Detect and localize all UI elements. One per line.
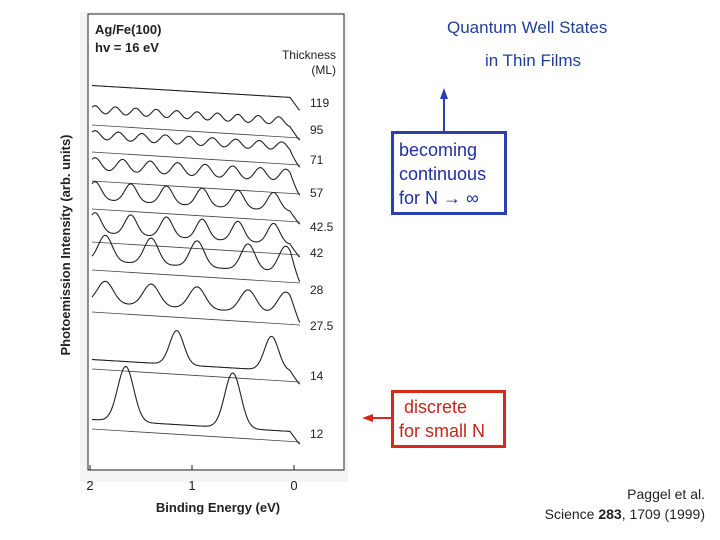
spectrum-curve — [91, 105, 301, 141]
spectrum-curve — [91, 157, 301, 196]
up-arrow-head — [440, 88, 448, 99]
discrete-callout: discrete for small N — [391, 390, 506, 448]
spectrum-curve — [91, 84, 301, 111]
photon-energy-label: hv = 16 eV — [95, 40, 159, 55]
thickness-label: 42.5 — [310, 220, 334, 234]
background-line — [91, 241, 301, 256]
continuous-callout-line: continuous — [399, 164, 487, 184]
legend-title: Thickness — [282, 48, 336, 62]
citation: Paggel et al. Science 283, 1709 (1999) — [515, 484, 705, 524]
y-axis-label: Photoemission Intensity (arb. units) — [58, 134, 73, 355]
continuous-callout: becoming continuous for N → ∞ — [391, 131, 507, 215]
left-arrow-head — [362, 414, 373, 422]
thickness-label: 27.5 — [310, 319, 334, 333]
background-line — [91, 269, 301, 284]
citation-pages-year: , 1709 (1999) — [621, 506, 705, 522]
spectrum-curve — [91, 330, 301, 385]
discrete-callout-line: for small N — [399, 421, 486, 441]
thickness-label: 28 — [310, 283, 324, 297]
citation-volume: 283 — [598, 506, 622, 522]
citation-journal: Science — [544, 506, 599, 522]
continuous-callout-line: becoming — [399, 140, 478, 160]
spectrum-curve — [91, 234, 301, 282]
thickness-label: 95 — [310, 123, 324, 137]
background-line — [91, 124, 301, 139]
background-line — [91, 151, 301, 166]
background-line — [91, 208, 301, 223]
x-axis-label: Binding Energy (eV) — [156, 500, 280, 515]
citation-reference: Science 283, 1709 (1999) — [515, 504, 705, 524]
citation-authors: Paggel et al. — [627, 486, 705, 502]
spectrum-curve — [91, 280, 301, 323]
sample-label: Ag/Fe(100) — [95, 22, 161, 37]
thickness-label: 12 — [310, 427, 324, 441]
discrete-callout-line: discrete — [399, 397, 468, 417]
thickness-label: 119 — [310, 96, 329, 110]
background-line — [91, 180, 301, 195]
background-line — [91, 311, 301, 326]
legend-unit: (ML) — [311, 63, 336, 77]
x-tick-label: 2 — [86, 478, 93, 493]
spectrum-curve — [91, 366, 301, 445]
plot-frame — [87, 13, 345, 471]
spectrum-curve — [91, 130, 301, 168]
thickness-label: 71 — [310, 153, 324, 167]
x-tick-label: 1 — [188, 478, 195, 493]
background-line — [91, 428, 301, 443]
thickness-label: 42 — [310, 246, 324, 260]
continuous-callout-line: for N → ∞ — [399, 188, 479, 208]
background-line — [91, 368, 301, 383]
thickness-label: 57 — [310, 186, 324, 200]
thickness-label: 14 — [310, 369, 324, 383]
x-tick-label: 0 — [290, 478, 297, 493]
spectrum-curve — [91, 181, 301, 225]
slide-title-line1: Quantum Well States — [447, 18, 608, 37]
slide-title-line2: in Thin Films — [485, 51, 582, 70]
spectrum-curve — [91, 212, 301, 258]
